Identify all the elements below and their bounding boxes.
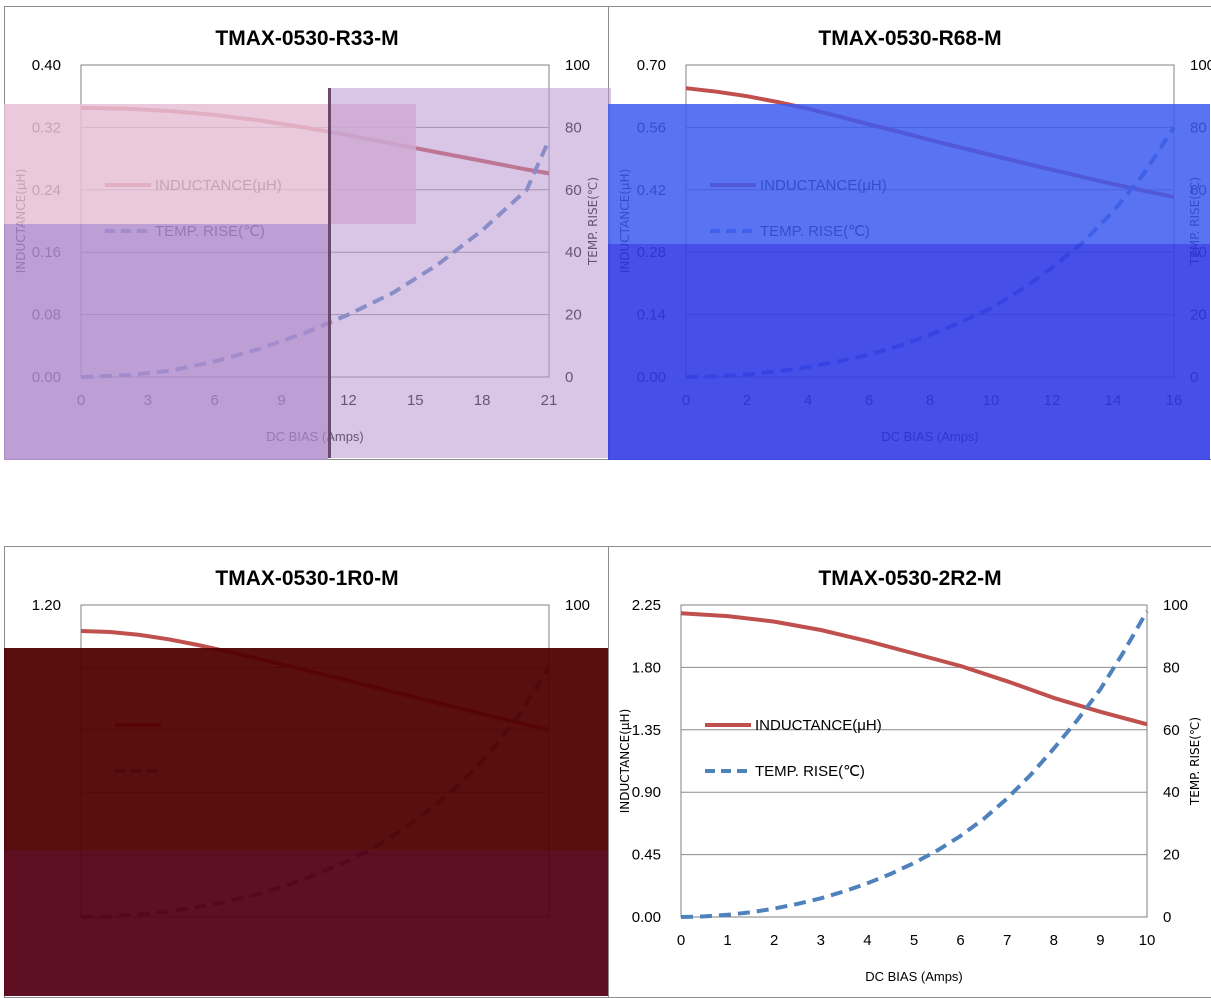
y-tick-label: 0.24 [32,182,61,199]
legend-entry: TEMP. RISE(℃) [760,223,870,240]
plot-area [680,604,1148,918]
x-axis-label: DC BIAS (Amps) [881,429,979,444]
x-tick-label: 12 [340,392,357,409]
x-tick-label: 14 [1105,392,1122,409]
y2-tick-label: 60 [1163,722,1180,739]
y-tick-label: 0.40 [32,57,61,74]
y2-tick-label: 80 [1163,659,1180,676]
y2-tick-label: 20 [1163,847,1180,864]
chart-title: TMAX-0530-R33-M [215,27,398,50]
x-tick-label: 10 [1139,932,1156,949]
x-tick-label: 16 [1166,392,1183,409]
y2-tick-label: 80 [565,119,582,136]
x-tick-label: 3 [144,392,152,409]
x-tick-label: 10 [983,392,1000,409]
y2-tick-label: 80 [1190,119,1207,136]
y-axis-label: INDUCTANCE(μH) [618,169,632,273]
x-tick-label: 4 [804,392,812,409]
legend-entry: INDUCTANCE(μH) [155,177,282,194]
y-tick-label: 0.56 [637,119,666,136]
y2-tick-label: 0 [1163,909,1171,926]
y-tick-label: 0.42 [637,182,666,199]
series-line [80,139,551,379]
x-tick-label: 1 [723,932,731,949]
y2-tick-label: 40 [565,244,582,261]
y2-tick-label: 60 [565,182,582,199]
x-tick-label: 15 [407,392,424,409]
y2-axis-label: TEMP. RISE(℃) [1188,717,1202,806]
chart-title: TMAX-0530-2R2-M [818,567,1001,590]
y2-axis-label: TEMP. RISE(℃) [586,177,600,266]
x-tick-label: 21 [541,392,558,409]
y-tick-label: 0.16 [32,244,61,261]
x-tick-label: 7 [1003,932,1011,949]
y-tick-label: 0.28 [637,244,666,261]
legend-entry: TEMP. RISE(℃) [755,763,865,780]
legend-entry: INDUCTANCE(μH) [760,177,887,194]
x-tick-label: 0 [77,392,85,409]
y-tick-label: 0.00 [32,369,61,386]
y2-tick-label: 40 [1163,784,1180,801]
legend-entry: TEMP. RISE(℃) [155,223,265,240]
x-tick-label: 8 [1050,932,1058,949]
y2-tick-label: 100 [1190,57,1211,74]
x-tick-label: 6 [865,392,873,409]
x-tick-label: 4 [863,932,871,949]
x-tick-label: 18 [474,392,491,409]
y-axis-label: INDUCTANCE(μH) [618,709,632,813]
x-tick-label: 9 [277,392,285,409]
y-tick-label: 0.70 [637,57,666,74]
legend-entry: INDUCTANCE(μH) [755,717,882,734]
y-tick-label: 0.08 [32,307,61,324]
y-tick-label: 0.00 [632,909,661,926]
x-tick-label: 8 [926,392,934,409]
y2-tick-label: 20 [565,307,582,324]
x-tick-label: 0 [682,392,690,409]
chart-panel-2r2: TMAX-0530-2R2-M 0.00 0.45 0.90 1.35 1.80 2.25 0… [608,546,1211,998]
x-tick-label: 3 [817,932,825,949]
x-tick-label: 12 [1044,392,1061,409]
plot-area [80,604,550,918]
chart-title: TMAX-0530-1R0-M [215,567,398,590]
chart-panel-r68: TMAX-0530-R68-M 0.00 0.14 0.28 0.42 0.56 0.70 0… [608,6,1211,460]
series-line [80,105,550,176]
series-line [80,629,550,732]
y-tick-label: 1.80 [632,659,661,676]
y2-axis-label: TEMP. RISE(℃) [1188,177,1202,266]
chart-2r2: TMAX-0530-2R2-M 0.00 0.45 0.90 1.35 1.80 2.25 0… [618,567,1202,984]
y-tick-label: 0.32 [32,119,61,136]
chart-title: TMAX-0530-R68-M [818,27,1001,50]
y-tick-label: 0.00 [637,369,666,386]
chart-panel-1r0: TMAX-0530-1R0-M 1.20 100 [4,546,610,998]
x-tick-label: 9 [1096,932,1104,949]
y-axis-label: INDUCTANCE(μH) [14,169,28,273]
y-tick-label: 1.20 [32,597,61,614]
y2-tick-label: 0 [565,369,573,386]
x-tick-label: 6 [956,932,964,949]
x-axis-label: DC BIAS (Amps) [865,969,963,984]
x-tick-label: 2 [770,932,778,949]
chart-panel-r33: TMAX-0530-R33-M 0.00 0.08 0.16 0.24 0.32 0.40 0… [4,6,610,460]
series-line [680,610,1149,919]
y2-tick-label: 20 [1190,307,1207,324]
y-tick-label: 0.14 [637,307,666,324]
y-tick-label: 0.90 [632,784,661,801]
x-tick-label: 0 [677,932,685,949]
x-tick-label: 5 [910,932,918,949]
chart-r68: TMAX-0530-R68-M 0.00 0.14 0.28 0.42 0.56 0.70 0… [618,27,1211,444]
y-tick-label: 2.25 [632,597,661,614]
y2-tick-label: 100 [565,57,590,74]
chart-r33: TMAX-0530-R33-M 0.00 0.08 0.16 0.24 0.32 0.40 0… [14,27,600,444]
x-tick-label: 6 [211,392,219,409]
x-tick-label: 2 [743,392,751,409]
y-tick-label: 0.45 [632,847,661,864]
plot-area [685,64,1175,378]
chart-1r0: TMAX-0530-1R0-M 1.20 100 [32,567,590,919]
series-line [680,611,1148,727]
y-tick-label: 1.35 [632,722,661,739]
x-axis-label: DC BIAS (Amps) [266,429,364,444]
y2-tick-label: 100 [1163,597,1188,614]
y2-tick-label: 0 [1190,369,1198,386]
y2-tick-label: 100 [565,597,590,614]
